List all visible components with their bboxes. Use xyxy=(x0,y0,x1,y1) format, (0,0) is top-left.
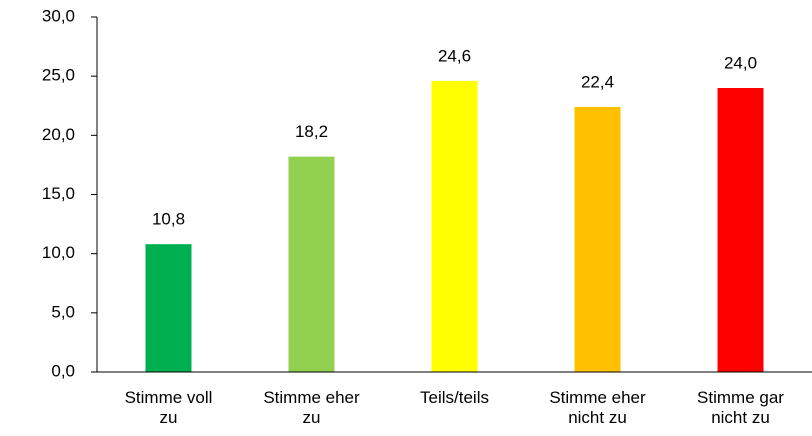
bar xyxy=(717,88,764,372)
x-tick-label: Stimme gar nicht zu xyxy=(697,388,784,427)
bar xyxy=(288,156,335,372)
bar xyxy=(574,106,621,372)
bar xyxy=(431,80,478,373)
y-tick-label: 30,0 xyxy=(42,6,75,25)
value-label: 10,8 xyxy=(152,210,185,229)
x-tick-label: Stimme voll zu xyxy=(124,388,213,427)
y-tick-label: 20,0 xyxy=(42,125,75,144)
x-tick-label: Stimme eher nicht zu xyxy=(549,388,646,427)
value-label: 22,4 xyxy=(581,72,614,91)
x-tick-label: Stimme eher zu xyxy=(263,388,360,427)
y-tick-label: 25,0 xyxy=(42,66,75,85)
x-tick-label: Teils/teils xyxy=(420,388,489,407)
value-label: 24,6 xyxy=(438,46,471,65)
y-tick-label: 5,0 xyxy=(51,302,75,321)
y-tick-label: 10,0 xyxy=(42,243,75,262)
y-tick-label: 0,0 xyxy=(51,361,75,380)
value-label: 18,2 xyxy=(295,122,328,141)
value-label: 24,0 xyxy=(724,53,757,72)
y-tick-label: 15,0 xyxy=(42,184,75,203)
bar xyxy=(145,244,192,372)
